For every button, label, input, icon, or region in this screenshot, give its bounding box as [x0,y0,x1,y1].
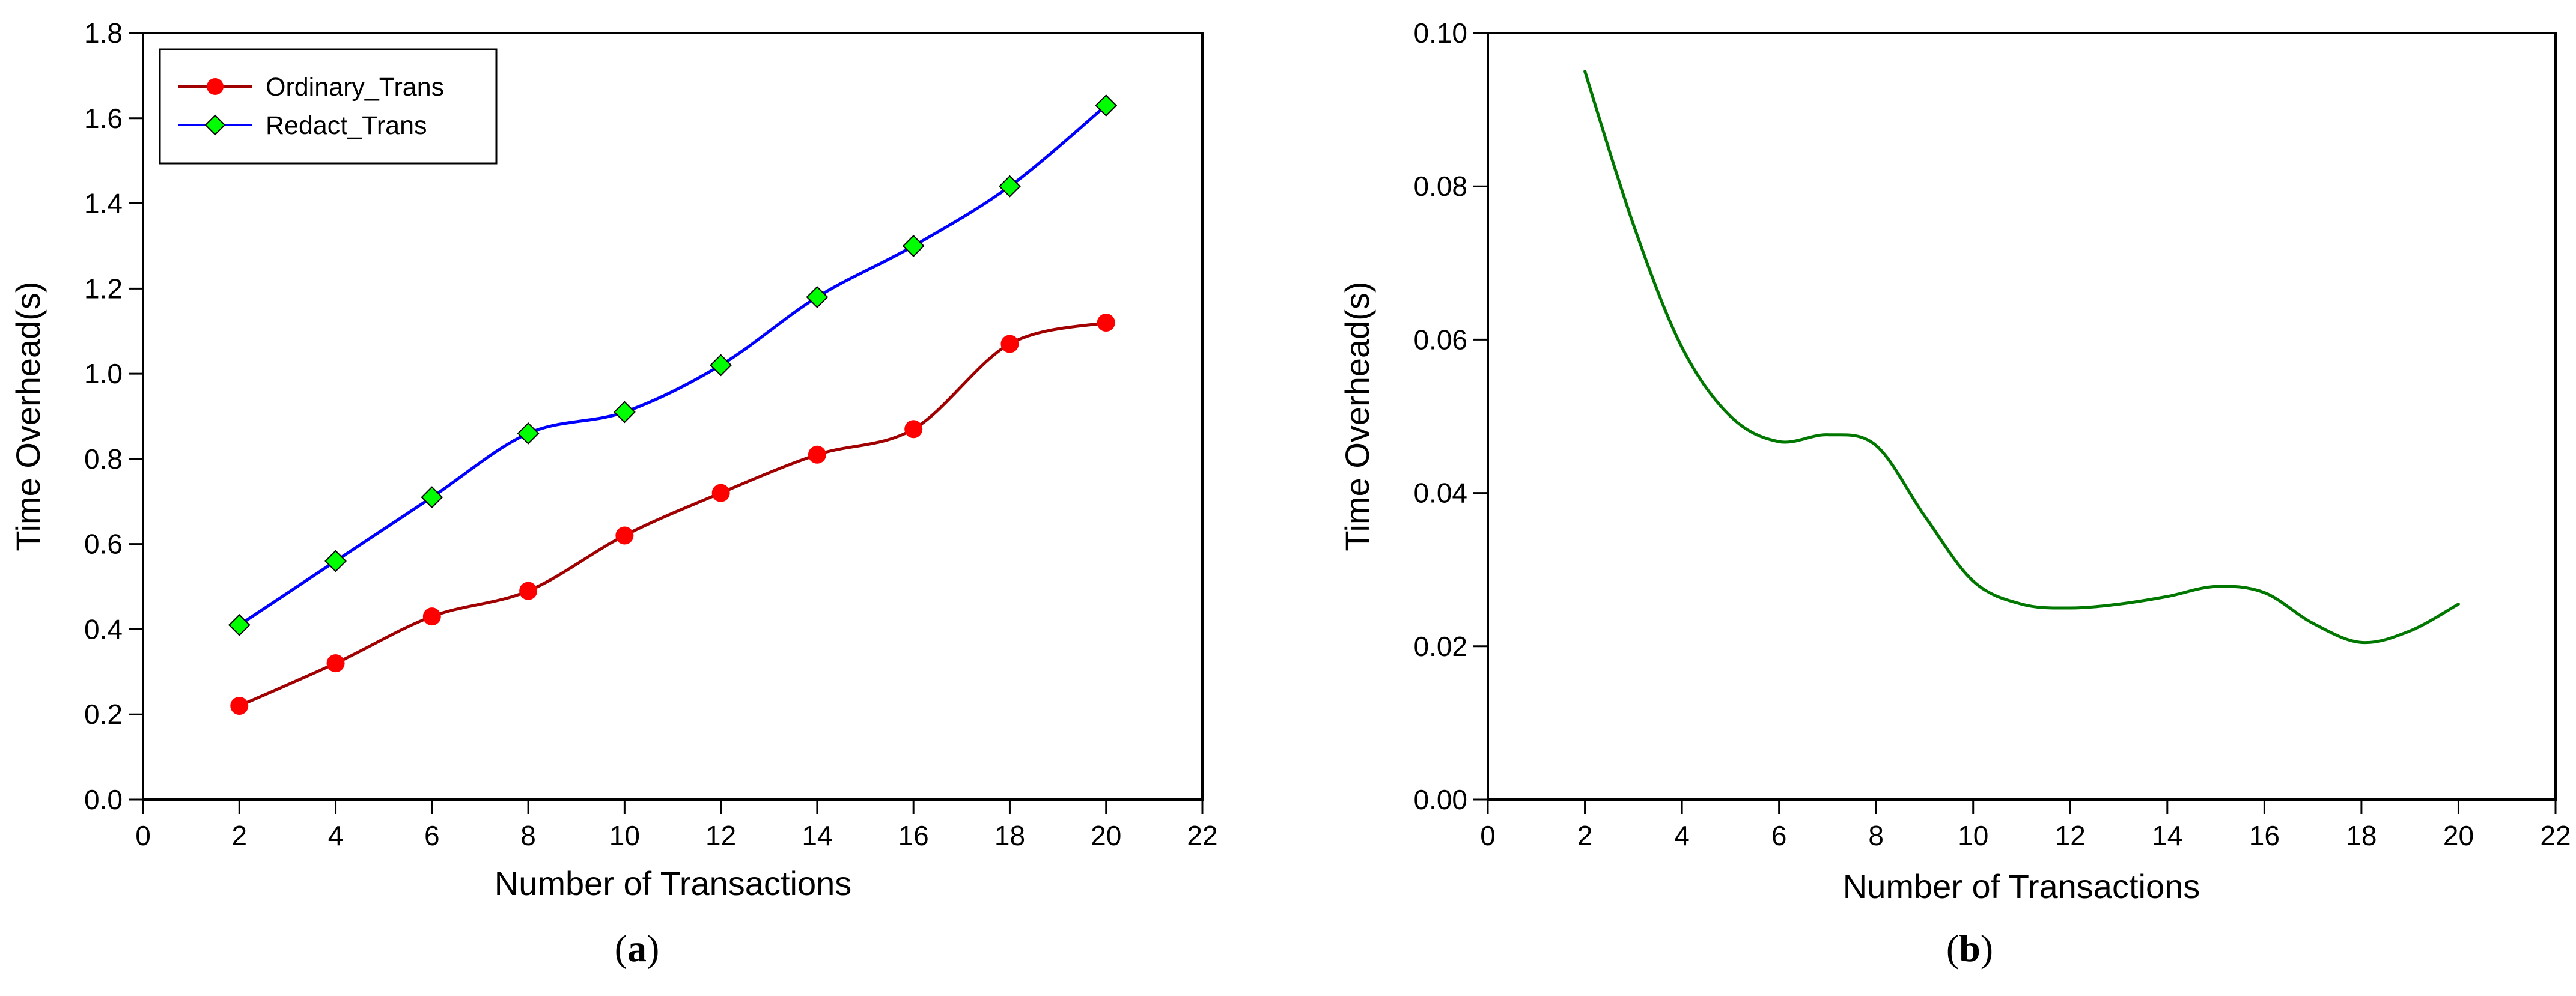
chart-b-series-line-0 [1583,70,2460,645]
data-point-ordinary [711,484,730,502]
chart-b-x-tick-label: 10 [1958,820,1988,851]
chart-a-x-tick-label: 2 [231,820,247,851]
chart-a-y-axis-title: Time Overhead(s) [9,281,47,551]
chart-a-x-tick-label: 18 [994,820,1025,851]
legend-swatch-marker-redact [204,114,226,136]
data-point-redact [999,175,1021,198]
chart-a-y-tick-label: 1.8 [84,17,123,49]
chart-b-x-tick-label: 8 [1868,820,1884,851]
chart-a-y-tick-label: 0.8 [84,443,123,475]
chart-b-caption: (b) [1946,927,1993,970]
data-point-ordinary [230,697,249,715]
chart-a-y-tick-label: 1.2 [84,273,123,304]
chart-a-x-tick-label: 14 [802,820,832,851]
chart-a-series-markers [228,94,1118,715]
data-point-ordinary [615,526,634,545]
chart-b-y-tick-label: 0.04 [1413,478,1467,509]
data-point-ordinary [1097,314,1115,332]
chart-a-y-tick-label: 0.0 [84,784,123,815]
chart-a-plot-frame [142,32,1204,801]
data-point-ordinary [904,420,923,439]
chart-b-x-tick-label: 12 [2055,820,2086,851]
chart-a-x-tick-label: 4 [328,820,344,851]
chart-a-legend-box [159,48,498,165]
data-point-redact [710,354,732,377]
chart-a-x-tick-label: 12 [705,820,736,851]
data-point-redact [517,422,540,445]
chart-b-x-tick-label: 6 [1771,820,1787,851]
chart-b-x-tick-label: 4 [1674,820,1690,851]
chart-a-series-line-0 [237,321,1108,708]
chart-b-y-ticks: 0.00 0.02 0.04 0.06 0.08 0.10 [1413,17,1488,815]
chart-a-y-tick-label: 1.0 [84,358,123,389]
data-point-redact [1095,94,1118,117]
chart-a-caption: (a) [615,927,660,970]
chart-a-y-tick-label: 1.6 [84,103,123,134]
chart-a: 0.0 0.2 0.4 0.6 0.8 1.0 1.2 1.4 1.6 1.8 0 2 4 6 8 10 12… [9,17,1218,970]
chart-b-x-tick-label: 16 [2249,820,2280,851]
data-point-ordinary [326,654,345,673]
chart-b-y-tick-label: 0.10 [1413,17,1467,49]
chart-b: 0.00 0.02 0.04 0.06 0.08 0.10 0 2 4 6 8 10 12 14 16 18… [1338,17,2571,970]
chart-a-series-lines [237,104,1108,708]
data-point-redact [421,486,443,509]
chart-a-y-tick-label: 0.2 [84,699,123,730]
chart-b-plot-frame [1487,32,2557,801]
chart-b-y-tick-label: 0.08 [1413,171,1467,202]
data-point-ordinary [519,582,538,600]
chart-b-y-axis-title: Time Overhead(s) [1338,281,1376,551]
chart-a-x-tick-label: 22 [1187,820,1217,851]
chart-a-legend: Ordinary_Trans Redact_Trans [159,48,498,165]
chart-a-x-tick-label: 0 [135,820,151,851]
chart-a-x-tick-label: 8 [520,820,536,851]
legend-swatch-marker-ordinary [207,78,224,95]
chart-b-y-tick-label: 0.06 [1413,324,1467,355]
chart-a-x-tick-label: 10 [609,820,640,851]
data-point-redact [324,550,347,572]
chart-a-y-ticks: 0.0 0.2 0.4 0.6 0.8 1.0 1.2 1.4 1.6 1.8 [84,17,143,815]
data-point-ordinary [808,445,826,464]
chart-b-x-tick-label: 20 [2443,820,2474,851]
chart-a-series-line-1 [237,104,1108,627]
data-point-redact [806,286,829,308]
data-point-redact [902,235,925,257]
data-point-ordinary [1000,335,1019,353]
chart-b-x-tick-label: 14 [2152,820,2182,851]
chart-b-x-tick-label: 22 [2540,820,2571,851]
chart-a-y-tick-label: 0.4 [84,613,123,645]
chart-a-y-tick-label: 0.6 [84,529,123,560]
chart-b-series-lines [1583,70,2460,645]
chart-b-x-axis-title: Number of Transactions [1843,867,2200,905]
chart-b-x-tick-label: 2 [1577,820,1593,851]
chart-b-y-tick-label: 0.02 [1413,631,1467,662]
data-point-redact [613,401,636,424]
chart-a-x-tick-label: 16 [898,820,929,851]
chart-a-x-axis-title: Number of Transactions [495,864,851,902]
chart-a-x-tick-label: 20 [1091,820,1121,851]
chart-b-y-tick-label: 0.00 [1413,784,1467,815]
chart-b-x-tick-label: 0 [1480,820,1496,851]
chart-b-x-ticks: 0 2 4 6 8 10 12 14 16 18 20 22 [1480,800,2571,851]
legend-label-ordinary: Ordinary_Trans [266,73,444,102]
chart-a-y-tick-label: 1.4 [84,188,123,219]
chart-b-x-tick-label: 18 [2346,820,2377,851]
chart-a-x-ticks: 0 2 4 6 8 10 12 14 16 18 20 22 [135,800,1218,851]
chart-a-x-tick-label: 6 [424,820,440,851]
data-point-redact [228,613,251,636]
data-point-ordinary [422,607,441,626]
legend-label-redact: Redact_Trans [266,111,427,140]
